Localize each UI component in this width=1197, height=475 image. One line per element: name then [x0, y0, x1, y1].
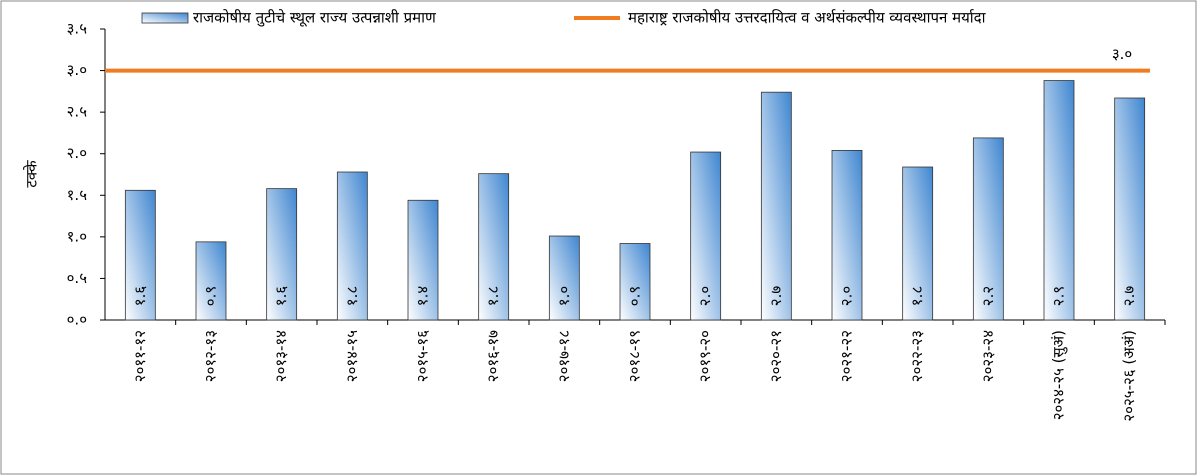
bar — [831, 149, 863, 321]
data-label: १.६ — [131, 286, 149, 307]
x-tick-label: २०२०-२१ — [767, 330, 785, 382]
data-label: २.९ — [1050, 286, 1068, 306]
bar — [407, 199, 439, 321]
data-label: २.७ — [1120, 286, 1138, 307]
x-tick-label: २०२४-२५ (सुअं) — [1050, 330, 1069, 420]
data-label: ०.९ — [626, 286, 644, 306]
legend-label: राजकोषीय तुटीचे स्थूल राज्य उत्पन्नाशी प… — [193, 9, 437, 28]
bar — [266, 188, 298, 321]
y-tick-label: ३.० — [67, 61, 87, 79]
x-tick-label: २०२३-२४ — [979, 330, 997, 382]
x-tick-label: २०१३-१४ — [272, 330, 290, 382]
x-tick-label: २०१५-१६ — [414, 330, 432, 382]
legend-swatch — [141, 12, 189, 24]
bar — [336, 171, 368, 321]
y-tick-label: ०.० — [67, 311, 87, 329]
data-label: ०.९ — [202, 286, 220, 306]
y-axis-label: टक्के — [23, 160, 41, 188]
x-tick-label: २०१८-१९ — [626, 330, 644, 382]
x-tick-label: २०२१-२२ — [838, 330, 856, 382]
bar — [760, 91, 792, 321]
data-label: १.८ — [484, 286, 502, 306]
data-label: १.४ — [414, 286, 432, 307]
y-tick-label: २.५ — [67, 103, 88, 121]
bar — [902, 166, 934, 321]
x-tick-label: २०१४-१५ — [343, 330, 361, 382]
bar — [1043, 80, 1075, 321]
x-tick-label: २०११-१२ — [131, 330, 149, 382]
bar — [124, 189, 156, 321]
reference-label: ३.० — [1112, 45, 1132, 63]
bar — [548, 235, 580, 321]
legend-label: महाराष्ट्र राजकोषीय उत्तरदायित्व व अर्थस… — [628, 9, 987, 27]
data-label: १.८ — [908, 286, 926, 306]
x-tick-label: २०१९-२० — [696, 330, 714, 382]
y-tick-label: २.० — [67, 144, 87, 162]
x-tick-label: २०१७-१८ — [555, 330, 573, 382]
bar — [1114, 97, 1146, 321]
bar — [619, 243, 651, 321]
data-label: २.० — [838, 286, 856, 306]
y-tick-label: ०.५ — [67, 269, 88, 287]
y-tick-label: १.५ — [67, 186, 88, 204]
data-label: १.८ — [343, 286, 361, 306]
data-label: २.२ — [979, 286, 997, 306]
bar — [478, 173, 510, 321]
bar — [972, 137, 1004, 321]
x-tick-label: २०१६-१७ — [484, 330, 502, 382]
bar — [690, 151, 722, 321]
y-tick-label: १.० — [67, 227, 87, 245]
data-label: २.७ — [767, 286, 785, 307]
x-tick-label: २०१२-१३ — [202, 330, 220, 382]
x-tick-label: २०२५-२६ (अअं) — [1120, 330, 1138, 422]
bar — [195, 241, 227, 321]
data-label: १.० — [555, 286, 573, 306]
y-tick-label: ३.५ — [67, 20, 88, 38]
data-label: २.० — [696, 286, 714, 306]
data-label: १.६ — [272, 286, 290, 307]
x-tick-label: २०२२-२३ — [908, 330, 926, 382]
